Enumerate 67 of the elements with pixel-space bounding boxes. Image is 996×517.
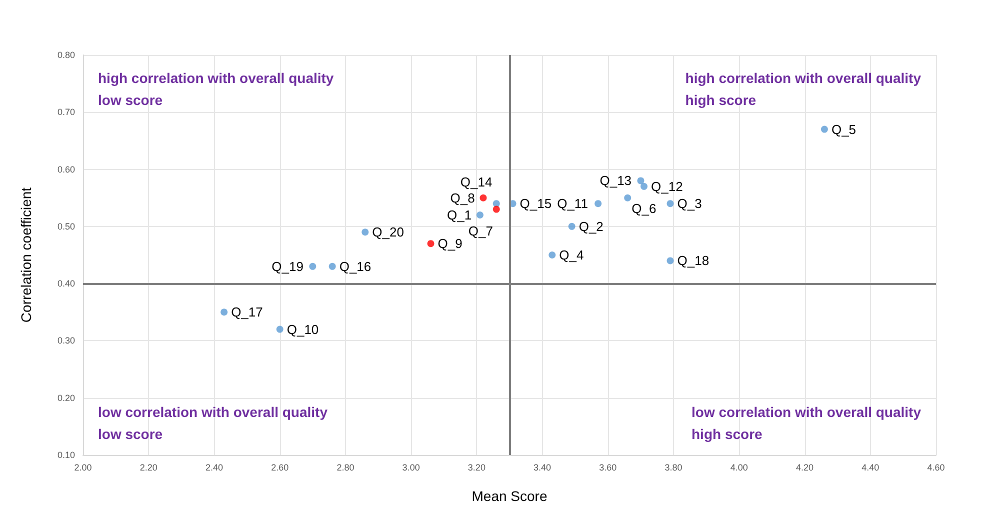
annotation: Q_5 (831, 122, 856, 137)
annotation: Q_1 (446, 208, 472, 222)
point (276, 326, 284, 333)
annotation: high correlation with overall quality high score (685, 70, 922, 108)
point (666, 257, 674, 264)
y-tick-label: 0.30 (57, 336, 75, 346)
x-tick-label: 2.20 (140, 462, 158, 472)
annotation: low correlation with overall quality high score (692, 404, 922, 442)
annotation: Q_2 (578, 218, 604, 234)
y-tick-label: 0.20 (57, 392, 75, 403)
y-tick-label: 0.60 (57, 164, 75, 174)
x-tick-label: 4.60 (927, 462, 945, 472)
point (624, 194, 632, 202)
point (548, 252, 556, 258)
annotation: Q_18 (677, 253, 710, 268)
annotation: Q_13 (600, 173, 632, 188)
x-tick-label: 2.60 (271, 462, 289, 472)
x-tick-label: 4.20 (796, 462, 814, 472)
annotation: high correlation with overall quality low score (98, 70, 334, 108)
x-tick-label: 3.00 (402, 462, 420, 472)
annotation: Q_10 (286, 322, 319, 337)
annotation: Q_6 (632, 200, 656, 216)
x-tick-label: 3.20 (468, 462, 486, 472)
point (594, 200, 602, 208)
x-tick-label: 3.60 (599, 462, 617, 472)
point (492, 206, 500, 213)
y-tick-label: 0.50 (57, 221, 75, 232)
y-tick-label: 0.80 (57, 50, 75, 60)
x-tick-label: 2.00 (74, 462, 92, 472)
x-tick-label: 2.40 (205, 462, 223, 472)
annotation: Q_16 (339, 258, 372, 274)
annotation: Q_8 (450, 190, 475, 206)
x-tick-label: 3.80 (664, 462, 682, 472)
annotation: low correlation with overall quality low score (98, 404, 328, 442)
point (427, 240, 434, 248)
point (666, 200, 674, 208)
annotation: Q_3 (677, 196, 702, 212)
point (640, 182, 648, 190)
x-tick-label: 4.40 (862, 462, 880, 472)
point (362, 228, 369, 236)
annotation: Q_12 (651, 178, 683, 194)
y-tick-label: 0.10 (57, 450, 75, 460)
point (220, 308, 228, 316)
annotation: Q_14 (460, 174, 492, 190)
point (476, 212, 484, 218)
y-tick-label: 0.40 (57, 278, 75, 289)
x-tick-label: 2.80 (336, 462, 354, 472)
point (820, 126, 828, 133)
y-axis-title: Correlation coefficient (18, 187, 34, 323)
annotation: Q_4 (559, 248, 584, 262)
point (492, 200, 500, 208)
point (637, 177, 644, 184)
point (568, 222, 576, 230)
annotation: Q_7 (468, 223, 493, 238)
x-tick-label: 4.00 (730, 462, 748, 472)
annotation: Q_15 (520, 196, 552, 212)
point (328, 262, 336, 270)
x-axis-title: Mean Score (472, 488, 548, 504)
annotation: Q_19 (272, 258, 304, 274)
annotation: Q_20 (372, 224, 404, 240)
annotation: Q_17 (231, 304, 263, 320)
point (480, 194, 487, 202)
annotation: Q_9 (438, 236, 462, 252)
point (309, 262, 316, 270)
y-tick-label: 0.70 (57, 107, 75, 118)
x-tick-label: 3.40 (534, 462, 552, 472)
annotation: Q_11 (557, 196, 588, 212)
